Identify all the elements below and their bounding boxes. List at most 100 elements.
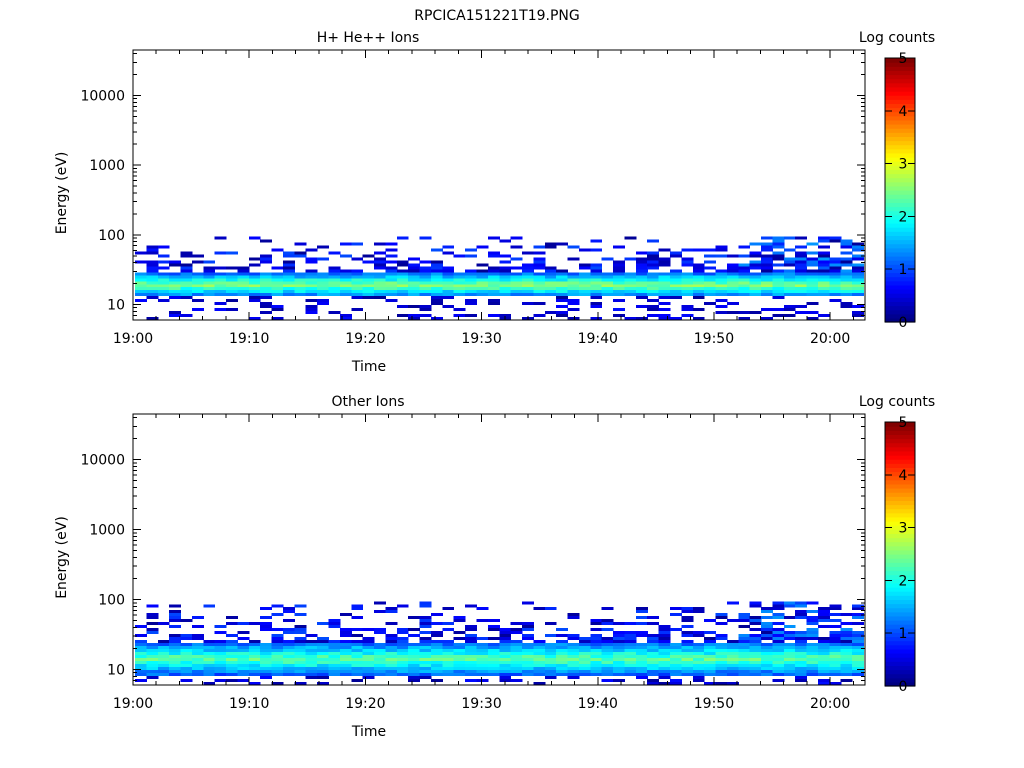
heatmap-cell bbox=[761, 658, 773, 662]
colorbar-tick-label: 0 bbox=[899, 315, 908, 331]
heatmap-cell bbox=[374, 281, 386, 285]
heatmap-cell bbox=[180, 290, 193, 294]
heatmap-cell bbox=[806, 634, 819, 638]
heatmap-cell bbox=[590, 284, 603, 288]
heatmap-cell bbox=[499, 278, 512, 282]
colorbar-frame bbox=[884, 57, 916, 323]
heatmap-cell bbox=[647, 287, 660, 291]
heatmap-cell bbox=[601, 284, 614, 288]
heatmap-cell bbox=[795, 290, 808, 294]
heatmap-cell bbox=[396, 637, 409, 641]
colorbar-swatch bbox=[885, 545, 915, 551]
heatmap-cell bbox=[590, 248, 603, 252]
colorbar-swatch bbox=[885, 107, 915, 113]
heatmap-cell bbox=[180, 658, 193, 662]
heatmap-cell bbox=[487, 637, 500, 641]
heatmap-cell bbox=[180, 670, 193, 673]
heatmap-cell bbox=[590, 661, 603, 665]
heatmap-cell bbox=[339, 254, 352, 258]
heatmap-cell bbox=[157, 260, 170, 264]
heatmap-cell bbox=[692, 269, 705, 273]
heatmap-cell bbox=[294, 281, 307, 285]
heatmap-cell bbox=[715, 613, 728, 617]
heatmap-cell bbox=[761, 616, 773, 620]
heatmap-cell bbox=[749, 242, 762, 246]
heatmap-cell bbox=[431, 646, 443, 650]
heatmap-cell bbox=[829, 682, 842, 685]
heatmap-cell bbox=[783, 643, 796, 647]
heatmap-cell bbox=[157, 670, 170, 673]
heatmap-cell bbox=[533, 658, 546, 662]
heatmap-cell bbox=[783, 667, 796, 671]
heatmap-cell bbox=[704, 290, 717, 294]
heatmap-cell bbox=[829, 281, 842, 285]
heatmap-cell bbox=[749, 263, 762, 267]
heatmap-cell bbox=[385, 673, 398, 676]
heatmap-cell bbox=[601, 287, 614, 291]
heatmap-cell bbox=[795, 236, 808, 240]
colorbar-swatch bbox=[885, 317, 915, 323]
heatmap-cell bbox=[829, 646, 842, 650]
heatmap-cell bbox=[510, 236, 523, 240]
heatmap-cell bbox=[818, 293, 830, 297]
heatmap-cell bbox=[761, 607, 773, 611]
heatmap-cell bbox=[783, 278, 796, 282]
heatmap-cell bbox=[818, 287, 830, 291]
heatmap-cell bbox=[840, 290, 853, 294]
x-axis-label: Time bbox=[351, 359, 386, 375]
heatmap-cell bbox=[704, 649, 717, 653]
heatmap-cell bbox=[157, 281, 170, 285]
heatmap-cell bbox=[522, 670, 534, 673]
heatmap-cell bbox=[271, 275, 284, 279]
heatmap-cell bbox=[374, 266, 386, 270]
heatmap-cell bbox=[203, 272, 216, 276]
heatmap-cell bbox=[362, 287, 375, 291]
heatmap-cell bbox=[260, 311, 273, 315]
heatmap-cell bbox=[191, 637, 204, 641]
heatmap-cell bbox=[522, 628, 534, 632]
colorbar-swatch bbox=[885, 247, 915, 253]
heatmap-cell bbox=[852, 287, 864, 291]
heatmap-cell bbox=[487, 673, 500, 676]
heatmap-cell bbox=[169, 272, 181, 276]
heatmap-cell bbox=[818, 254, 830, 258]
heatmap-cell bbox=[362, 646, 375, 650]
heatmap-cell bbox=[146, 604, 159, 608]
heatmap-cell bbox=[749, 646, 762, 650]
heatmap-cell bbox=[772, 667, 785, 671]
heatmap-cell bbox=[613, 670, 625, 673]
heatmap-cell bbox=[476, 667, 489, 671]
heatmap-cell bbox=[169, 610, 181, 614]
heatmap-cell bbox=[681, 661, 694, 665]
heatmap-cell bbox=[704, 673, 717, 676]
heatmap-cell bbox=[191, 646, 204, 650]
heatmap-cell bbox=[157, 254, 170, 258]
heatmap-cell bbox=[806, 658, 819, 662]
colorbar-swatch bbox=[885, 467, 915, 473]
heatmap-cell bbox=[431, 290, 443, 294]
heatmap-cell bbox=[829, 272, 842, 276]
heatmap-cell bbox=[203, 652, 216, 656]
heatmap-cell bbox=[840, 293, 853, 297]
heatmap-cell bbox=[453, 254, 466, 258]
heatmap-cell bbox=[818, 637, 830, 641]
heatmap-cell bbox=[305, 272, 318, 276]
heatmap-cell bbox=[738, 272, 751, 276]
heatmap-cell bbox=[840, 670, 853, 673]
heatmap-cell bbox=[647, 272, 660, 276]
heatmap-cell bbox=[522, 646, 534, 650]
heatmap-cell bbox=[829, 640, 842, 644]
heatmap-cell bbox=[795, 257, 808, 261]
heatmap-cell bbox=[783, 652, 796, 656]
heatmap-cell bbox=[271, 613, 284, 617]
heatmap-cell bbox=[396, 673, 409, 676]
heatmap-cell bbox=[590, 296, 603, 300]
heatmap-cell bbox=[726, 287, 739, 291]
colorbar-swatch bbox=[885, 644, 915, 650]
heatmap-cell bbox=[465, 649, 477, 653]
heatmap-cell bbox=[590, 305, 603, 309]
heatmap-cell bbox=[157, 245, 170, 249]
heatmap-cell bbox=[852, 664, 864, 668]
heatmap-cell bbox=[658, 628, 671, 632]
heatmap-cell bbox=[852, 311, 864, 315]
